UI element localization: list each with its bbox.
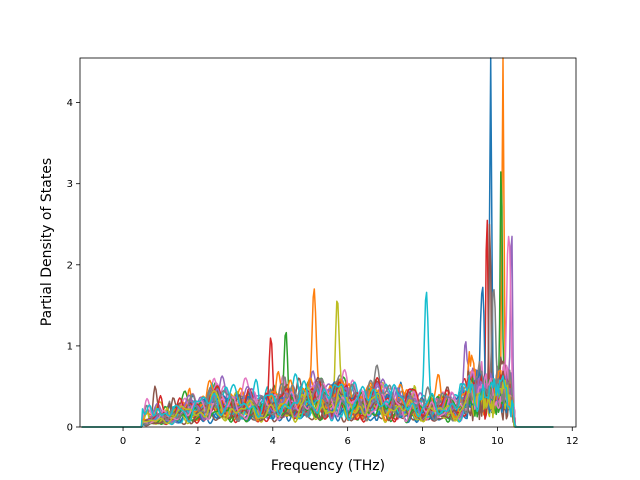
x-tick-label: 2	[195, 436, 201, 447]
y-axis-label: Partial Density of States	[39, 158, 55, 326]
y-tick-label: 0	[67, 423, 73, 434]
x-tick-label: 8	[419, 436, 425, 447]
x-axis: 0 2 4 6 8 10 12	[120, 427, 579, 447]
x-tick-label: 6	[344, 436, 350, 447]
plot-frame	[79, 57, 577, 428]
y-axis: 0 1 2 3 4	[67, 98, 80, 434]
y-tick-label: 3	[67, 179, 73, 190]
y-tick-label: 1	[67, 341, 73, 352]
x-tick-label: 0	[120, 436, 126, 447]
x-tick-label: 12	[566, 436, 579, 447]
y-tick-label: 4	[67, 98, 73, 109]
y-tick-label: 2	[67, 260, 73, 271]
x-tick-label: 4	[270, 436, 276, 447]
x-axis-label: Frequency (THz)	[271, 458, 385, 474]
pdos-series-line	[81, 379, 554, 428]
series-layer	[81, 57, 554, 428]
pdos-series-line	[81, 374, 554, 428]
x-tick-label: 10	[491, 436, 504, 447]
